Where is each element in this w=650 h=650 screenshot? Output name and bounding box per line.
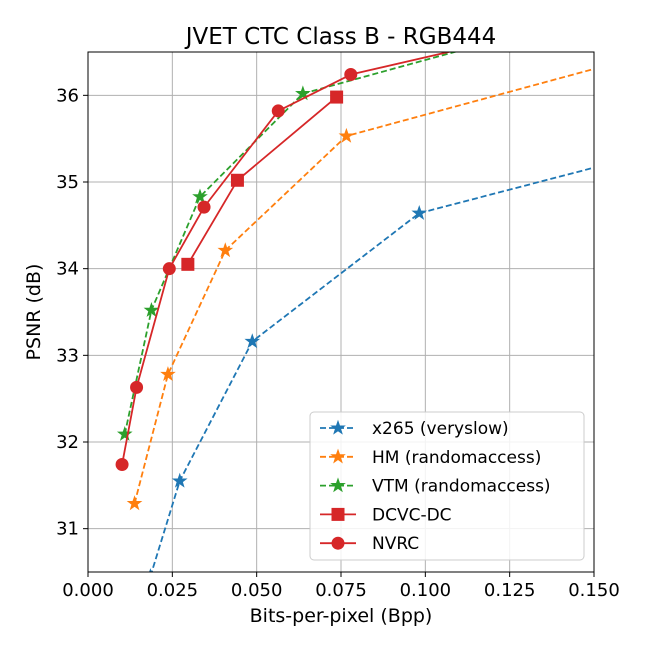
series-hm-randomaccess (126, 68, 594, 511)
series-vtm-randomaccess (116, 52, 458, 441)
legend-frame (309, 411, 585, 561)
legend-entry-vtm-randomaccess: VTM (randomaccess) (320, 477, 551, 497)
data-point-hm-randomaccess (126, 495, 143, 511)
data-point-nvrc (162, 262, 176, 276)
data-point-vtm-randomaccess (295, 85, 311, 101)
series-line-hm-randomaccess (133, 68, 594, 504)
data-point-dcvc-dc (230, 173, 244, 187)
x-tick-label: 0.125 (484, 580, 536, 601)
y-tick-label: 35 (56, 172, 79, 193)
chart-title: JVET CTC Class B - RGB444 (184, 24, 497, 50)
data-point-nvrc (271, 104, 285, 118)
axis-ticks: 0.000 0.025 0.050 0.075 0.100 0.125 0.150 31 32 3… (56, 85, 620, 601)
series-x265-veryslow (149, 166, 594, 572)
data-point-x265-veryslow (411, 204, 428, 220)
data-point-hm-randomaccess (217, 242, 234, 258)
series-line-vtm-randomaccess (123, 52, 458, 435)
series-layer (115, 52, 594, 572)
y-tick-label: 34 (56, 259, 79, 280)
y-tick-label: 31 (56, 519, 79, 540)
data-point-vtm-randomaccess (143, 302, 160, 317)
y-tick-label: 32 (56, 432, 79, 453)
legend-marker (331, 507, 345, 521)
data-point-x265-veryslow (244, 333, 261, 349)
legend-marker (331, 536, 345, 550)
x-tick-label: 0.100 (400, 580, 452, 601)
data-point-nvrc (197, 200, 211, 214)
legend-entry-dcvc-dc: DCVC-DC (320, 505, 452, 525)
x-axis-label: Bits-per-pixel (Bpp) (250, 605, 433, 627)
y-tick-label: 36 (56, 85, 79, 106)
data-point-vtm-randomaccess (192, 188, 208, 204)
legend-label: NVRC (372, 534, 419, 554)
data-point-x265-veryslow (149, 568, 152, 572)
legend-label: HM (randomaccess) (372, 448, 541, 468)
legend-label: x265 (veryslow) (372, 419, 509, 439)
y-tick-label: 33 (56, 345, 79, 366)
series-dcvc-dc (181, 90, 344, 271)
legend-marker (330, 477, 346, 493)
data-point-nvrc (344, 68, 358, 82)
x-tick-label: 0.050 (231, 580, 283, 601)
legend-entry-nvrc: NVRC (320, 534, 419, 554)
legend-label: VTM (randomaccess) (372, 477, 551, 497)
x-tick-label: 0.000 (62, 580, 114, 601)
legend-marker (330, 448, 346, 464)
x-tick-label: 0.150 (568, 580, 620, 601)
data-point-vtm-randomaccess (116, 425, 133, 441)
legend-entry-x265-veryslow: x265 (veryslow) (320, 419, 509, 439)
y-axis-label: PSNR (dB) (23, 264, 45, 361)
data-point-nvrc (130, 380, 144, 394)
data-point-x265-veryslow (171, 472, 188, 488)
x-tick-label: 0.025 (147, 580, 199, 601)
legend-entry-hm-randomaccess: HM (randomaccess) (320, 448, 541, 468)
data-point-hm-randomaccess (338, 127, 355, 143)
legend-label: DCVC-DC (372, 505, 452, 525)
data-point-nvrc (115, 458, 129, 472)
legend-marker (330, 419, 346, 435)
data-point-dcvc-dc (330, 90, 344, 104)
data-point-dcvc-dc (181, 257, 195, 271)
series-nvrc (115, 52, 453, 472)
x-tick-label: 0.075 (315, 580, 367, 601)
legend: x265 (veryslow) HM (randomaccess) VTM (ran… (309, 411, 585, 561)
data-point-hm-randomaccess (160, 366, 176, 382)
